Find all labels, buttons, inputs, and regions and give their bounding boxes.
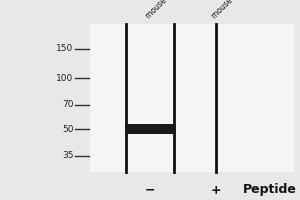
Text: mouse heart: mouse heart — [210, 0, 250, 20]
Text: 100: 100 — [56, 74, 74, 83]
Text: 70: 70 — [62, 100, 74, 109]
Text: 35: 35 — [62, 151, 74, 160]
Text: −: − — [145, 184, 155, 196]
Text: 50: 50 — [62, 125, 74, 134]
Text: mouse heart: mouse heart — [144, 0, 184, 20]
Bar — [124, 124, 176, 134]
FancyBboxPatch shape — [90, 24, 294, 172]
Text: Peptide: Peptide — [243, 184, 297, 196]
Text: 150: 150 — [56, 44, 74, 53]
Text: +: + — [211, 184, 221, 196]
